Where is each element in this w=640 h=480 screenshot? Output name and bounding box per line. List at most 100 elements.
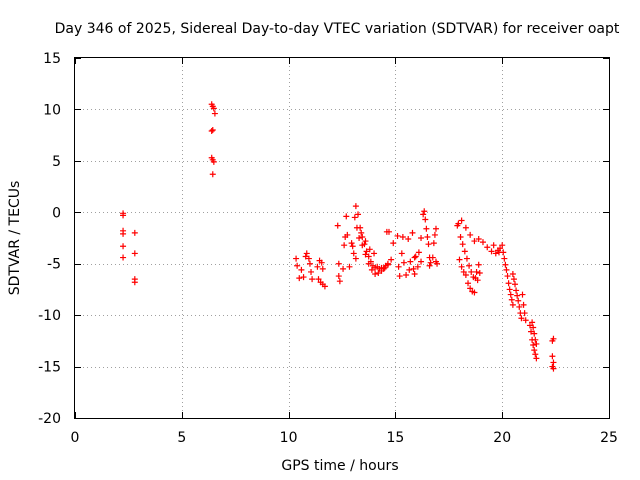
data-point — [454, 222, 461, 229]
x-tick-label: 5 — [177, 430, 186, 446]
data-point — [355, 211, 362, 218]
x-tick-label: 15 — [386, 430, 404, 446]
data-point — [407, 258, 414, 265]
x-tick-label: 20 — [493, 430, 511, 446]
data-point — [350, 250, 357, 257]
data-point — [390, 240, 397, 247]
data-point — [462, 224, 469, 231]
data-point — [432, 225, 439, 232]
data-point — [375, 269, 382, 276]
data-point — [371, 250, 378, 257]
data-point — [488, 248, 495, 255]
y-tick-label: -15 — [38, 360, 61, 376]
data-point — [530, 341, 537, 348]
data-point — [471, 289, 478, 296]
data-point — [341, 242, 348, 249]
data-point — [426, 262, 433, 269]
data-point — [120, 254, 127, 261]
y-axis-label: SDTVAR / TECUs — [7, 181, 23, 296]
data-point — [531, 347, 538, 354]
data-point — [430, 240, 437, 247]
data-point — [362, 238, 369, 245]
data-point — [476, 269, 483, 276]
data-point — [400, 259, 407, 266]
data-point — [349, 243, 356, 250]
data-point — [501, 255, 508, 262]
data-point — [550, 365, 557, 372]
y-tick-label: -5 — [47, 257, 61, 273]
data-point — [318, 259, 325, 266]
data-point — [395, 263, 402, 270]
data-point — [522, 317, 529, 324]
data-point — [334, 222, 341, 229]
data-point — [366, 246, 373, 253]
data-point — [461, 248, 468, 255]
data-point — [209, 127, 216, 133]
data-point — [507, 291, 514, 298]
data-point — [412, 253, 419, 260]
data-point — [509, 301, 516, 308]
data-point — [515, 297, 522, 304]
data-point — [513, 287, 520, 294]
data-point — [120, 243, 127, 250]
data-point — [315, 276, 322, 283]
data-point — [353, 224, 360, 231]
data-point — [319, 265, 326, 272]
x-tick-label: 0 — [71, 430, 80, 446]
axis-ticks — [75, 58, 610, 419]
data-point — [532, 336, 539, 343]
data-point — [512, 281, 519, 288]
data-point — [358, 229, 365, 236]
data-point — [510, 276, 517, 283]
x-tick-labels: 0 5 10 15 20 25 — [71, 430, 618, 446]
data-point — [516, 303, 523, 310]
data-point — [421, 208, 428, 215]
data-point — [210, 105, 217, 112]
data-point — [533, 355, 540, 362]
data-point — [335, 273, 342, 280]
data-point — [131, 229, 138, 236]
data-point — [298, 266, 305, 273]
data-point — [293, 255, 300, 262]
data-point — [418, 235, 425, 241]
data-point — [321, 283, 328, 290]
data-point — [459, 241, 466, 248]
data-point — [432, 258, 439, 265]
data-point — [381, 264, 388, 271]
data-point — [348, 240, 355, 247]
data-point — [414, 263, 421, 270]
data-point — [420, 211, 427, 218]
data-point — [352, 203, 359, 210]
data-point — [550, 335, 557, 342]
data-point — [365, 253, 372, 260]
data-point — [465, 280, 472, 287]
data-points — [120, 101, 557, 372]
data-point — [460, 268, 467, 275]
data-point — [308, 268, 315, 275]
data-point — [532, 351, 539, 358]
data-point — [499, 242, 506, 249]
data-point — [296, 275, 303, 282]
y-tick-labels: -20 -15 -10 -5 0 5 10 15 — [38, 51, 61, 427]
data-point — [475, 261, 482, 268]
data-point — [475, 236, 482, 243]
data-point — [479, 239, 486, 246]
data-point — [356, 235, 363, 241]
data-point — [394, 232, 401, 239]
x-tick-label: 25 — [600, 430, 618, 446]
data-point — [467, 285, 474, 292]
data-point — [351, 214, 358, 221]
data-point — [505, 280, 512, 287]
data-point — [352, 255, 359, 262]
data-point — [514, 292, 521, 299]
data-point — [474, 277, 481, 284]
data-point — [405, 236, 412, 243]
data-point — [504, 273, 511, 280]
data-point — [519, 291, 526, 298]
data-point — [427, 259, 434, 266]
data-point — [526, 322, 533, 329]
data-point — [425, 241, 432, 248]
data-point — [528, 328, 535, 335]
data-point — [490, 242, 497, 249]
data-point — [550, 359, 557, 366]
